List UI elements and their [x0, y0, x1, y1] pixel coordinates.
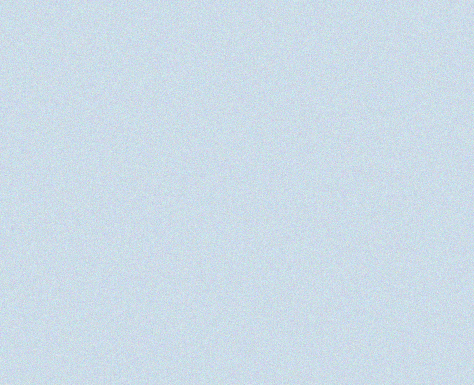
Title: Histogram: Histogram: [170, 7, 348, 36]
X-axis label: Class Interval: Class Interval: [190, 360, 328, 378]
Bar: [135, 115, 218, 336]
Text: 4: 4: [87, 216, 99, 234]
Bar: [384, 238, 467, 336]
Y-axis label: Frequency: Frequency: [7, 136, 25, 241]
Bar: [218, 66, 301, 336]
Text: 7: 7: [337, 142, 348, 161]
Bar: [301, 164, 384, 336]
Text: 9: 9: [170, 93, 182, 111]
Text: 4: 4: [419, 216, 431, 234]
Text: 11: 11: [247, 44, 271, 62]
Bar: [51, 238, 135, 336]
